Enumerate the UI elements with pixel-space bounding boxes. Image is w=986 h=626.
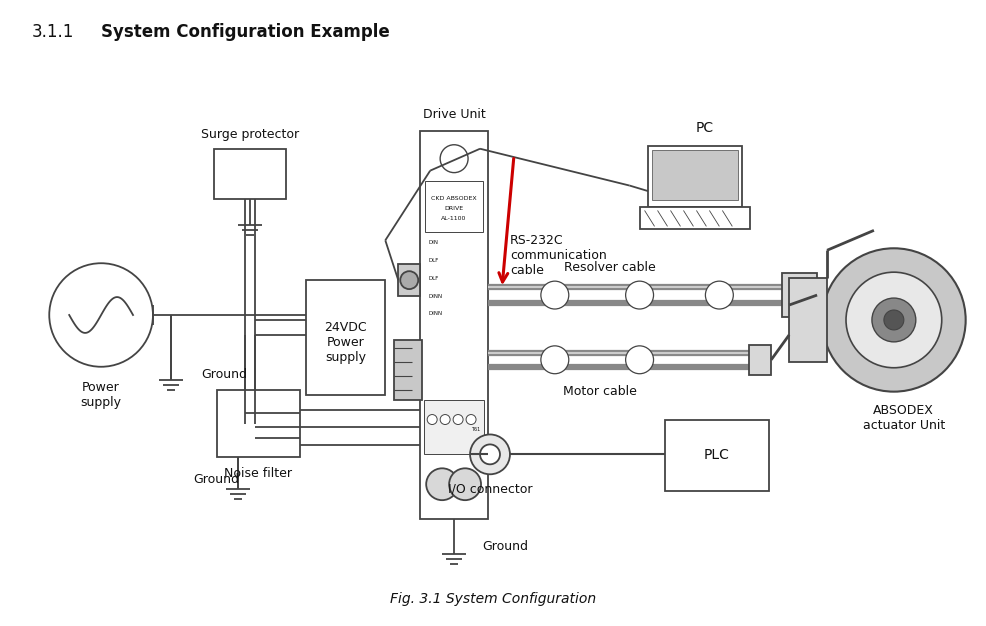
Bar [789,278,826,362]
Text: T61: T61 [470,427,479,432]
Text: 24VDC
Power
supply: 24VDC Power supply [323,321,367,364]
Circle shape [479,444,500,464]
Text: Ground: Ground [481,540,528,553]
Circle shape [821,249,964,392]
Text: 3.1.1: 3.1.1 [32,23,74,41]
Text: PC: PC [695,121,713,135]
Text: I/O connector: I/O connector [448,483,531,496]
Text: AL-1100: AL-1100 [441,216,466,221]
Circle shape [449,468,480,500]
Bar [217,389,299,458]
Text: PLC: PLC [703,448,729,463]
Text: Ground: Ground [193,473,239,486]
Circle shape [845,272,941,367]
Bar [214,149,285,198]
Circle shape [49,263,153,367]
Text: Fig. 3.1 System Configuration: Fig. 3.1 System Configuration [389,592,596,606]
Circle shape [469,434,510,475]
Bar [664,419,768,491]
Circle shape [465,414,475,424]
Text: System Configuration Example: System Configuration Example [101,23,389,41]
Bar [781,273,816,317]
Text: Noise filter: Noise filter [224,467,292,480]
Circle shape [400,271,418,289]
Bar [306,280,385,394]
Circle shape [453,414,462,424]
Bar [639,207,749,229]
Bar [748,345,770,375]
Text: Power
supply: Power supply [81,381,121,409]
Text: Motor cable: Motor cable [562,385,636,398]
Text: ABSODEX
actuator Unit: ABSODEX actuator Unit [862,404,944,431]
Circle shape [705,281,733,309]
Bar [647,146,741,207]
Bar [420,131,487,519]
Circle shape [540,281,568,309]
Circle shape [625,346,653,374]
Text: DLF: DLF [428,258,438,263]
Circle shape [426,468,458,500]
Bar [424,399,483,454]
Text: DLF: DLF [428,275,438,280]
Text: RS-232C
communication
cable: RS-232C communication cable [510,233,606,277]
Text: DINN: DINN [428,294,442,299]
Bar [425,180,482,232]
Circle shape [427,414,437,424]
Circle shape [625,281,653,309]
Text: DRIVE: DRIVE [444,206,463,211]
Circle shape [540,346,568,374]
Text: Drive Unit: Drive Unit [422,108,485,121]
Circle shape [883,310,903,330]
Circle shape [871,298,915,342]
Text: DINN: DINN [428,312,442,317]
Circle shape [440,145,467,173]
Bar [393,340,422,399]
Text: CKD ABSODEX: CKD ABSODEX [431,196,476,201]
Text: Resolver cable: Resolver cable [563,260,655,274]
Text: Surge protector: Surge protector [200,128,299,141]
Bar [398,264,420,296]
Circle shape [440,414,450,424]
Bar [651,150,738,200]
Text: Ground: Ground [200,368,246,381]
Text: DIN: DIN [428,240,438,245]
